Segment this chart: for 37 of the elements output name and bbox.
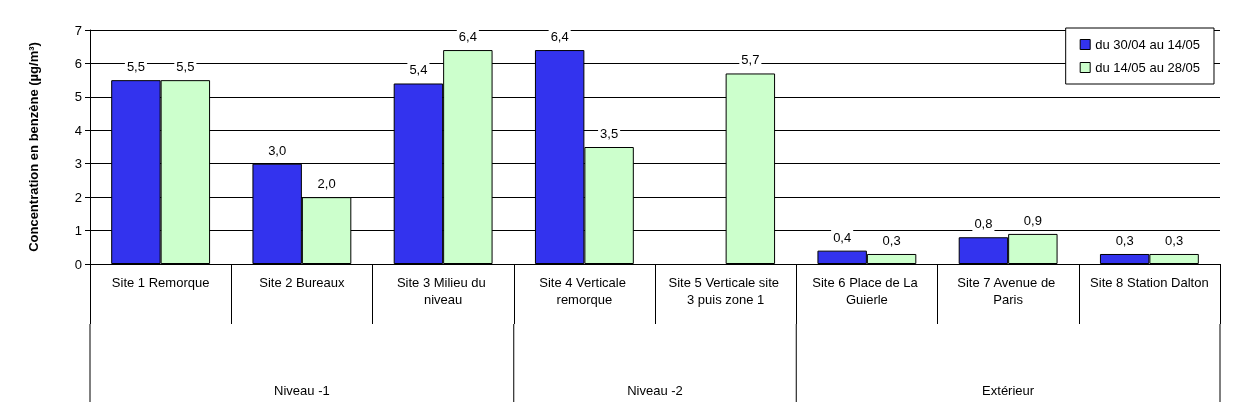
data-label: 3,0: [268, 142, 287, 158]
data-label: 6,4: [458, 29, 477, 45]
x-tick-label: Site 5 Verticale site 3 puis zone 1: [668, 275, 783, 307]
legend-label: du 30/04 au 14/05: [1095, 37, 1201, 52]
data-label: 5,7: [741, 52, 760, 68]
y-tick-label: 2: [74, 189, 82, 205]
data-label: 0,3: [882, 232, 901, 248]
x-tick-label: Site 8 Station Dalton: [1090, 275, 1209, 290]
y-tick-label: 4: [74, 122, 82, 138]
y-tick-label: 7: [74, 22, 82, 38]
x-tick-label: Site 3 Milieu du niveau: [396, 275, 490, 307]
data-label: 0,8: [974, 216, 993, 232]
data-label: 3,5: [600, 126, 619, 141]
text: Extérieur: [982, 382, 1035, 398]
data-label: 5,5: [126, 59, 145, 75]
y-tick-label: 0: [74, 256, 82, 272]
y-axis-title: Concentration en benzène (µg/m³): [26, 42, 41, 252]
data-label: 0,3: [1165, 232, 1184, 248]
data-label: 5,4: [409, 62, 428, 78]
y-tick-label: 3: [74, 156, 82, 172]
text: Niveau -1: [274, 382, 330, 398]
y-tick-label: 1: [74, 223, 82, 239]
x-tick-label: Site 2 Bureaux: [259, 275, 346, 290]
x-tick-label: Site 4 Verticale remorque: [539, 275, 630, 307]
data-label: 0,9: [1023, 212, 1042, 228]
data-label: 0,4: [833, 229, 852, 245]
y-tick-label: 5: [74, 89, 82, 105]
data-label: 2,0: [317, 176, 336, 192]
legend-label: du 14/05 au 28/05: [1095, 60, 1201, 75]
x-tick-label: Site 7 Avenue de Paris: [957, 275, 1059, 307]
data-label: 6,4: [550, 29, 569, 45]
x-tick-label: Site 1 Remorque: [111, 275, 210, 290]
y-tick-label: 6: [74, 55, 82, 71]
data-label: 5,5: [176, 59, 195, 75]
text: Niveau -2: [627, 382, 683, 398]
data-label: 0,3: [1115, 232, 1134, 248]
x-tick-label: Site 6 Place de La Guierle: [812, 275, 922, 307]
